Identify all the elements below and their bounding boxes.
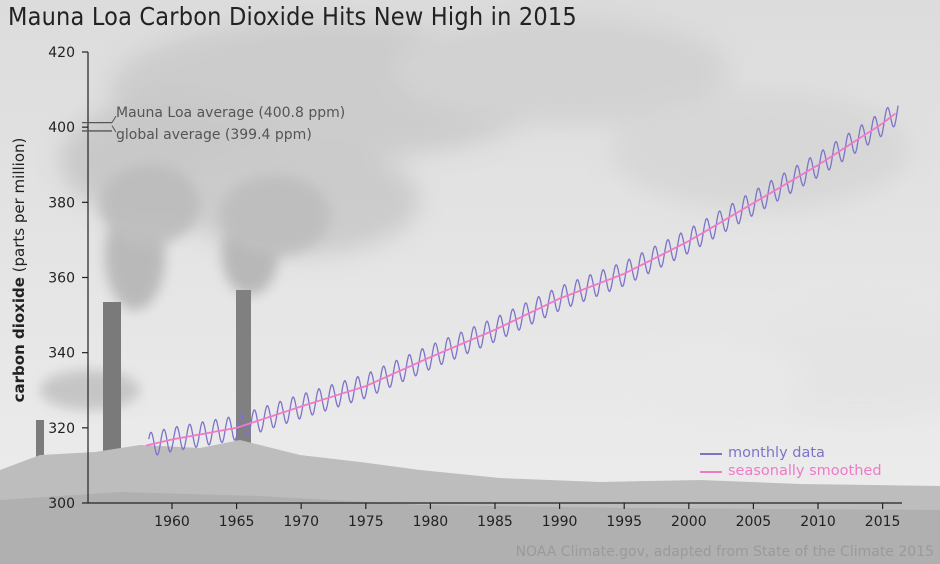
x-tick-label: 1975 <box>348 514 384 530</box>
average-marker-connector <box>111 115 117 123</box>
x-tick-label: 1990 <box>542 514 578 530</box>
x-tick-label: 1970 <box>283 514 319 530</box>
x-tick-label: 1995 <box>606 514 642 530</box>
y-ticks: 300 320 340 360 380 400 420 <box>48 45 88 512</box>
legend-swatches <box>700 453 722 473</box>
annotation-global-average: global average (399.4 ppm) <box>116 127 312 143</box>
y-axis-label-main: carbon dioxide <box>10 277 28 403</box>
y-axis-label-unit: (parts per million) <box>10 137 28 273</box>
y-tick-label: 340 <box>48 346 75 362</box>
x-ticks: 1960 1965 1970 1975 1980 1985 1990 1995 2000 2005… <box>154 503 900 530</box>
legend-label-seasonally-smoothed: seasonally smoothed <box>728 463 882 479</box>
x-tick-label: 2005 <box>736 514 772 530</box>
x-tick-label: 2010 <box>800 514 836 530</box>
legend-label-monthly-data: monthly data <box>728 445 825 461</box>
average-markers <box>82 115 117 133</box>
series-line-monthly-data <box>148 105 899 456</box>
y-axis-label: carbon dioxide (parts per million) <box>10 138 28 403</box>
x-tick-label: 2000 <box>671 514 707 530</box>
source-credit: NOAA Climate.gov, adapted from State of … <box>515 544 934 560</box>
y-tick-label: 420 <box>48 45 75 61</box>
y-tick-label: 320 <box>48 421 75 437</box>
x-tick-label: 2015 <box>865 514 901 530</box>
y-tick-label: 380 <box>48 195 75 211</box>
annotation-mauna-loa-average: Mauna Loa average (400.8 ppm) <box>116 105 346 121</box>
y-tick-label: 400 <box>48 120 75 136</box>
y-tick-label: 300 <box>48 496 75 512</box>
series-line-seasonally-smoothed <box>145 112 897 447</box>
average-marker-connector <box>111 125 117 133</box>
x-tick-label: 1980 <box>413 514 449 530</box>
x-tick-label: 1960 <box>154 514 190 530</box>
y-tick-label: 360 <box>48 271 75 287</box>
x-tick-label: 1965 <box>219 514 255 530</box>
x-tick-label: 1985 <box>477 514 513 530</box>
chart-title: Mauna Loa Carbon Dioxide Hits New High i… <box>8 2 577 31</box>
